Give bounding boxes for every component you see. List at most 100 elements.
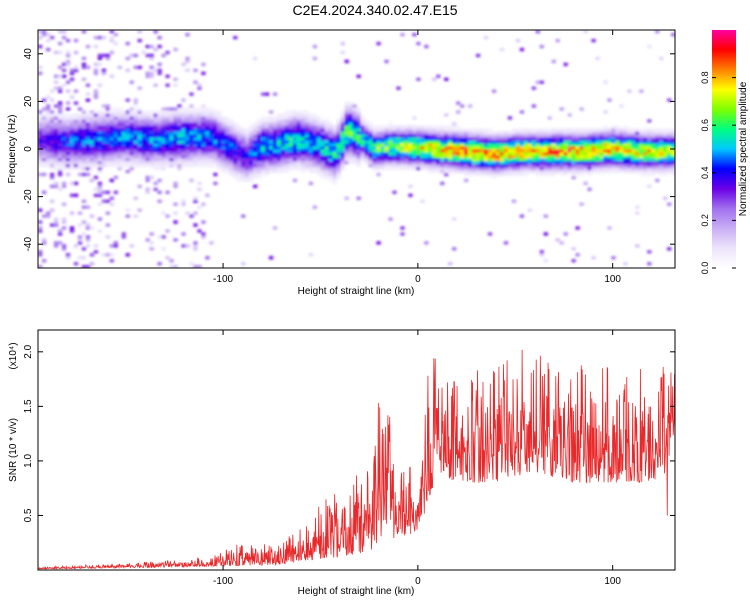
spectrogram-cell [69, 143, 75, 147]
spectrogram-cell [575, 140, 580, 144]
spectrogram-cell [65, 166, 71, 171]
spectrogram-cell [264, 151, 270, 156]
spectrogram-cell [567, 131, 572, 135]
spectrogram-cell [149, 53, 154, 58]
spectrogram-cell [671, 149, 675, 153]
spectrogram-cell [519, 160, 525, 165]
spectrogram-cell [229, 137, 234, 141]
spectrogram-cell [101, 116, 107, 120]
spectrogram-cell [292, 151, 298, 156]
spectrogram-cell [113, 149, 119, 153]
spectrogram-cell [57, 169, 63, 174]
spectrogram-cell [153, 181, 158, 186]
spectrogram-cell [388, 151, 393, 156]
spectrogram-cell [121, 235, 126, 239]
spectrogram-cell [304, 143, 310, 147]
spectrogram-cell [332, 143, 337, 147]
snr-y-label: SNR (10 * v/v) [8, 418, 19, 482]
spectrogram-cell [448, 137, 453, 141]
spectrogram-cell [372, 128, 377, 132]
spectrogram-cell [157, 35, 162, 40]
spectrogram-cell [249, 140, 254, 144]
spectrogram-cell [440, 143, 445, 147]
spectrogram-cell [149, 131, 154, 135]
spectrogram-cell [567, 128, 572, 132]
spectrogram-cell [97, 113, 103, 117]
spectrogram-cell [241, 172, 246, 177]
spectrogram-cell [452, 163, 457, 168]
spectrogram-cell [475, 169, 481, 174]
spectrogram-cell [460, 163, 465, 168]
spectrogram-cell [145, 143, 150, 147]
spectrogram-cell [424, 143, 429, 147]
spectrogram-cell [643, 160, 648, 165]
spectrogram-cell [121, 149, 126, 153]
spectrogram-cell [575, 149, 580, 153]
spectrogram-cell [280, 134, 286, 138]
spectrogram-cell [360, 137, 365, 141]
spectrogram-cell [280, 128, 286, 132]
spectrogram-cell [348, 146, 353, 150]
spectrogram-cell [165, 143, 170, 147]
spectrogram-cell [635, 137, 640, 141]
spectrogram-cell [372, 166, 377, 171]
spectrogram-cell [85, 125, 91, 129]
spectrogram-cell [304, 151, 310, 156]
spectrogram-cell [579, 160, 584, 165]
spectrogram-cell [380, 134, 385, 138]
spectrogram-cell [193, 247, 198, 251]
spectrogram-cell [611, 169, 616, 174]
spectrogram-cell [308, 119, 314, 123]
spectrogram-cell [241, 169, 246, 174]
spectrogram-cell [153, 143, 158, 147]
spectrogram-cell [368, 140, 373, 144]
spectrogram-cell [440, 125, 445, 129]
spectrogram-cell [420, 131, 425, 135]
spectrogram-cell [209, 151, 214, 156]
spectrogram-cell [137, 143, 142, 147]
spectrogram-cell [89, 134, 95, 138]
spectrogram-cell [38, 143, 43, 147]
spectrogram-cell [611, 137, 616, 141]
spectrogram-cell [308, 128, 314, 132]
spectrogram-cell [523, 131, 529, 135]
spectrogram-cell [185, 211, 190, 215]
spectrogram-cell [61, 202, 67, 206]
spectrogram-cell [197, 116, 202, 120]
spectrogram-cell [643, 146, 648, 150]
spectrogram-cell [97, 151, 103, 156]
spectrogram-cell [463, 154, 469, 159]
spectrogram-cell [360, 154, 365, 159]
spectrogram-cell [161, 151, 166, 156]
spectrogram-cell [647, 134, 652, 138]
spectrogram-cell [635, 151, 640, 156]
spectrogram-cell [412, 146, 417, 150]
spectrogram-cell [623, 143, 628, 147]
spectrogram-cell [77, 238, 83, 242]
spectrogram-cell [225, 131, 230, 135]
spectrogram-cell [181, 110, 186, 114]
spectrogram-cell [153, 140, 158, 144]
spectrogram-cell [332, 163, 337, 168]
spectrogram-cell [527, 151, 533, 156]
spectrogram-cell [487, 151, 493, 156]
spectrogram-cell [300, 163, 306, 168]
spectrogram-cell [133, 110, 138, 114]
spectrogram-cell [380, 154, 385, 159]
spectrogram-cell [483, 151, 489, 156]
spectrogram-cell [137, 151, 142, 156]
spectrogram-cell [113, 146, 119, 150]
spectrogram-cell [73, 160, 79, 165]
spectrogram-cell [615, 146, 620, 150]
spectrogram-cell [185, 137, 190, 141]
spectrogram-cell [81, 172, 87, 177]
spectrogram-cell [61, 220, 67, 224]
spectrogram-cell [256, 143, 262, 147]
spectrogram-cell [264, 166, 270, 171]
spectrogram-cell [252, 134, 258, 138]
spectrogram-cell [141, 146, 146, 150]
spectrogram-cell [157, 160, 162, 165]
spectrogram-cell [165, 146, 170, 150]
spectrogram-cell [245, 134, 250, 138]
spectrogram-cell [225, 151, 230, 156]
